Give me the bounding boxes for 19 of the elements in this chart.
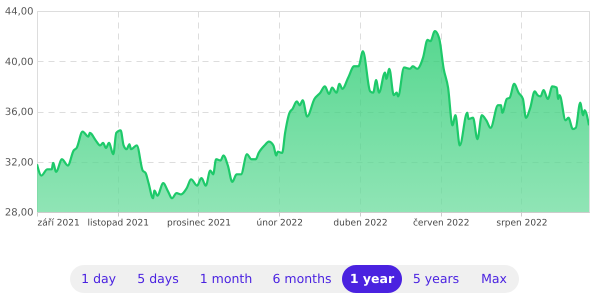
y-tick-label: 44,00 — [4, 6, 34, 18]
text: 6 months — [272, 271, 332, 286]
text: 1 day — [81, 271, 117, 286]
x-tick-label: srpen 2022 — [496, 218, 548, 228]
x-tick-label: prosinec 2021 — [167, 218, 231, 228]
y-tick-label: 32,00 — [4, 157, 34, 168]
x-tick-label: únor 2022 — [256, 218, 303, 228]
x-tick-label: červen 2022 — [412, 218, 470, 228]
text: Max — [481, 271, 507, 286]
text: 5 days — [137, 271, 179, 286]
x-tick-label: duben 2022 — [333, 218, 388, 228]
y-tick-label: 36,00 — [4, 107, 34, 118]
x-tick-label: září 2021 — [38, 218, 80, 228]
x-tick-label: listopad 2021 — [88, 218, 149, 228]
text: 1 month — [200, 271, 252, 286]
text: 1 year — [350, 271, 395, 286]
y-tick-label: 28,00 — [4, 208, 34, 218]
y-tick-label: 40,00 — [4, 56, 34, 68]
text: 5 years — [412, 271, 460, 286]
